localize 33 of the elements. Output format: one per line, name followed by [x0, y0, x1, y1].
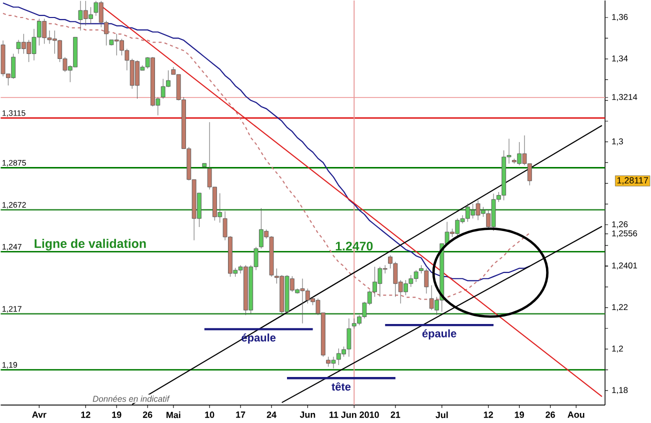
- y-tick-label: 1,22: [612, 304, 628, 312]
- x-tick-label: Avr: [32, 412, 46, 418]
- series-label: tête: [332, 382, 351, 391]
- x-tick-label: 12: [484, 412, 493, 418]
- y-tick-label: 1,36: [612, 14, 628, 21]
- series-label: épaule: [422, 329, 456, 340]
- y-tick-label: 1,18: [612, 387, 628, 394]
- series-label: épaule: [242, 333, 276, 344]
- x-tick-label: 11 Jun 2010: [330, 412, 379, 418]
- y-tick-label: 1,26: [612, 221, 628, 228]
- y-tick-label: 1,3: [612, 138, 623, 146]
- y-tick-label: 1,3214: [612, 94, 638, 101]
- x-tick-label: 26: [142, 412, 152, 418]
- x-tick-label: 12: [81, 412, 90, 418]
- x-tick-label: 17: [236, 412, 246, 418]
- annotation: Données en indicatif: [92, 396, 170, 402]
- y-tick-label: 1,34: [612, 55, 628, 62]
- text: 1,28117: [617, 177, 648, 185]
- x-tick-label: 19: [112, 412, 122, 418]
- x-tick-label: Mai: [166, 412, 180, 418]
- y-tick-label: 1,2401: [612, 262, 638, 270]
- x-tick-label: Jul: [436, 412, 448, 418]
- y-tick-label: 1,2: [612, 346, 623, 353]
- y-tick-label: 1,2556: [612, 230, 638, 238]
- x-tick-label: 19: [514, 412, 524, 418]
- annotation: 1.2470: [336, 242, 373, 250]
- x-tick-label: Jun: [300, 412, 316, 418]
- annotation: Ligne de validation: [34, 238, 146, 250]
- x-tick-label: 10: [205, 412, 214, 418]
- x-tick-label: 24: [266, 412, 276, 418]
- x-tick-label: Aou: [568, 412, 584, 418]
- x-tick-label: 26: [546, 412, 555, 418]
- x-tick-label: 21: [390, 412, 400, 418]
